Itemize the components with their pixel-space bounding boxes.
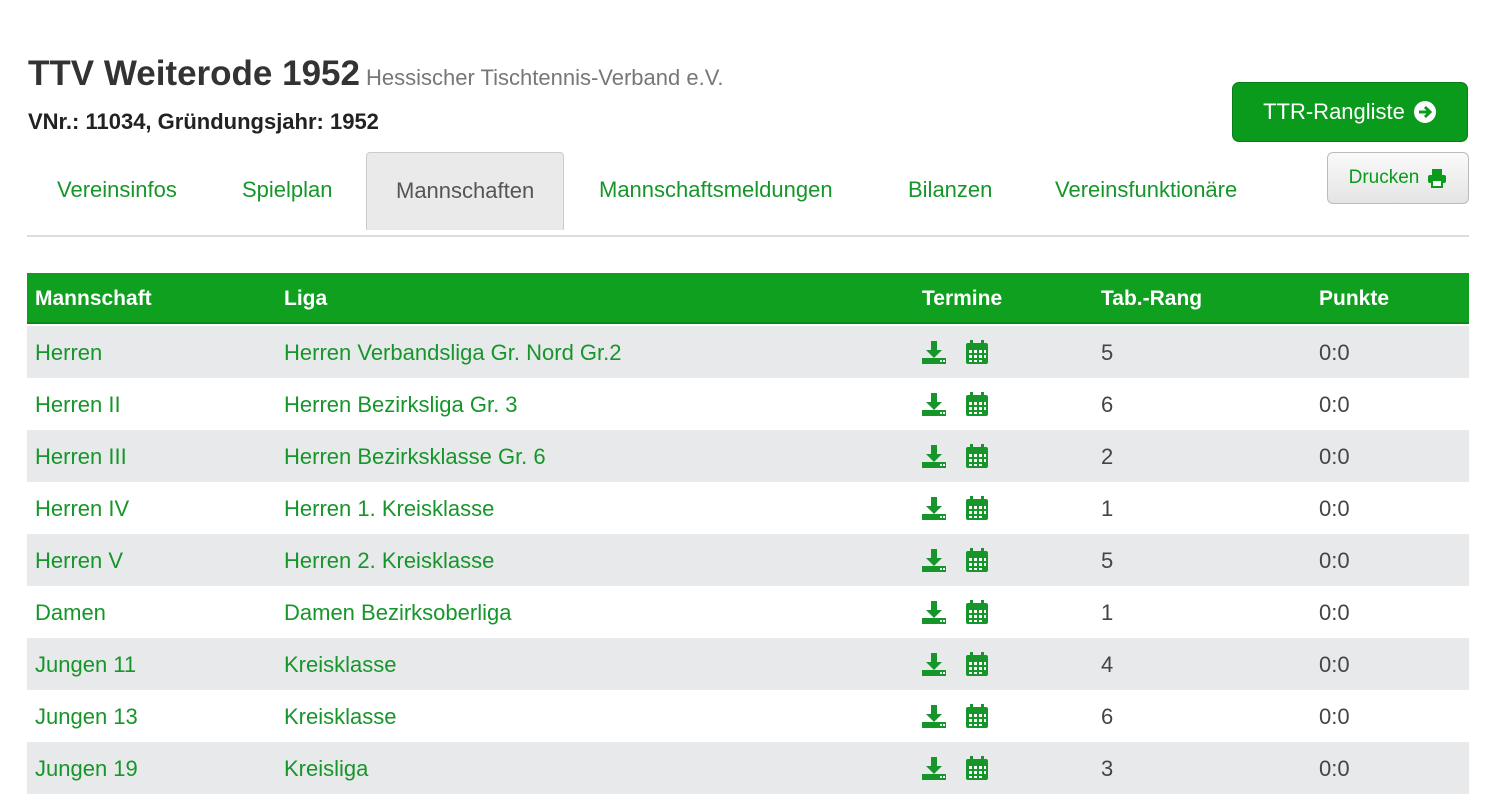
- calendar-icon[interactable]: [965, 496, 989, 520]
- club-title: TTV Weiterode 1952 Hessischer Tischtennis…: [28, 54, 723, 94]
- team-link[interactable]: Herren V: [35, 548, 124, 573]
- download-icon[interactable]: [922, 340, 946, 364]
- table-row: Herren III Herren Bezirksklasse Gr. 6 2 0:0: [27, 430, 1469, 482]
- download-icon[interactable]: [922, 548, 946, 572]
- download-icon[interactable]: [922, 392, 946, 416]
- ranking-button[interactable]: TTR-Rangliste: [1232, 82, 1468, 142]
- download-icon[interactable]: [922, 600, 946, 624]
- calendar-icon[interactable]: [965, 444, 989, 468]
- points: 0:0: [1319, 704, 1350, 729]
- table-row: Damen Damen Bezirksoberliga 1 0:0: [27, 586, 1469, 638]
- team-link[interactable]: Damen: [35, 600, 106, 625]
- table-header: Mannschaft Liga Termine Tab.-Rang Punkte: [27, 273, 1469, 324]
- table-row: Herren V Herren 2. Kreisklasse 5 0:0: [27, 534, 1469, 586]
- subtitle: Hessischer Tischtennis-Verband e.V.: [365, 65, 724, 90]
- print-button[interactable]: Drucken: [1327, 152, 1469, 204]
- league-link[interactable]: Kreisliga: [284, 756, 369, 781]
- points: 0:0: [1319, 496, 1350, 521]
- table-row: Jungen 13 Kreisklasse 6 0:0: [27, 690, 1469, 742]
- rank: 2: [1101, 444, 1114, 469]
- calendar-icon[interactable]: [965, 340, 989, 364]
- table-row: Jungen 11 Kreisklasse 4 0:0: [27, 638, 1469, 690]
- table-row: Herren II Herren Bezirksliga Gr. 3 6 0:0: [27, 378, 1469, 430]
- league-link[interactable]: Kreisklasse: [284, 704, 397, 729]
- tab[interactable]: Mannschaften: [366, 152, 565, 230]
- calendar-icon[interactable]: [965, 704, 989, 728]
- button-label: Drucken: [1348, 167, 1420, 188]
- rank: 1: [1101, 600, 1114, 625]
- points: 0:0: [1319, 652, 1350, 677]
- table-row: Jungen 19 Kreisliga 3 0:0: [27, 742, 1469, 794]
- calendar-icon[interactable]: [965, 652, 989, 676]
- column-header: Liga: [284, 287, 328, 310]
- download-icon[interactable]: [922, 652, 946, 676]
- team-link[interactable]: Jungen 11: [35, 652, 137, 677]
- tab[interactable]: Vereinsinfos: [57, 177, 177, 202]
- league-link[interactable]: Herren Verbandsliga Gr. Nord Gr.2: [284, 340, 622, 365]
- column-header: Mannschaft: [35, 287, 152, 310]
- team-link[interactable]: Herren II: [35, 392, 121, 417]
- rank: 1: [1101, 496, 1114, 521]
- club-info: VNr.: 11034, Gründungsjahr: 1952: [28, 109, 379, 134]
- tab-divider: [27, 235, 1469, 237]
- column-header: Termine: [922, 287, 1003, 310]
- team-link[interactable]: Herren III: [35, 444, 127, 469]
- column-header: Tab.-Rang: [1101, 287, 1203, 310]
- rank: 5: [1101, 340, 1114, 365]
- points: 0:0: [1319, 548, 1350, 573]
- rank: 6: [1101, 704, 1114, 729]
- rank: 4: [1101, 652, 1114, 677]
- points: 0:0: [1319, 756, 1350, 781]
- title: TTV Weiterode 1952: [28, 54, 360, 93]
- calendar-icon[interactable]: [965, 548, 989, 572]
- rank: 3: [1101, 756, 1114, 781]
- rank: 6: [1101, 392, 1114, 417]
- calendar-icon[interactable]: [965, 600, 989, 624]
- league-link[interactable]: Herren 2. Kreisklasse: [284, 548, 495, 573]
- points: 0:0: [1319, 392, 1350, 417]
- download-icon[interactable]: [922, 756, 946, 780]
- button-label: TTR-Rangliste: [1263, 99, 1405, 124]
- table-row: Herren IV Herren 1. Kreisklasse 1 0:0: [27, 482, 1469, 534]
- download-icon[interactable]: [922, 444, 946, 468]
- league-link[interactable]: Herren Bezirksklasse Gr. 6: [284, 444, 546, 469]
- team-link[interactable]: Herren: [35, 340, 103, 365]
- table-row: Herren Herren Verbandsliga Gr. Nord Gr.2 5…: [27, 326, 1469, 378]
- league-link[interactable]: Kreisklasse: [284, 652, 397, 677]
- league-link[interactable]: Herren Bezirksliga Gr. 3: [284, 392, 518, 417]
- calendar-icon[interactable]: [965, 756, 989, 780]
- download-icon[interactable]: [922, 704, 946, 728]
- tab[interactable]: Mannschaftsmeldungen: [599, 177, 833, 202]
- team-link[interactable]: Herren IV: [35, 496, 130, 521]
- tab[interactable]: Bilanzen: [908, 177, 993, 202]
- rank: 5: [1101, 548, 1114, 573]
- points: 0:0: [1319, 600, 1350, 625]
- team-link[interactable]: Jungen 19: [35, 756, 138, 781]
- league-link[interactable]: Herren 1. Kreisklasse: [284, 496, 495, 521]
- column-header: Punkte: [1319, 287, 1390, 310]
- download-icon[interactable]: [922, 496, 946, 520]
- points: 0:0: [1319, 444, 1350, 469]
- calendar-icon[interactable]: [965, 392, 989, 416]
- printer-icon: [1428, 169, 1447, 188]
- league-link[interactable]: Damen Bezirksoberliga: [284, 600, 512, 625]
- points: 0:0: [1319, 340, 1350, 365]
- arrow-icon: [1413, 101, 1436, 123]
- team-link[interactable]: Jungen 13: [35, 704, 138, 729]
- tab[interactable]: Spielplan: [242, 177, 333, 202]
- tab[interactable]: Vereinsfunktionäre: [1055, 177, 1238, 202]
